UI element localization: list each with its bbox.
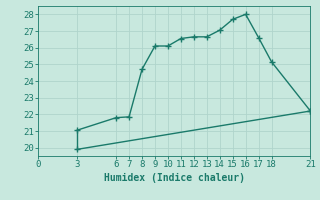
X-axis label: Humidex (Indice chaleur): Humidex (Indice chaleur) bbox=[104, 173, 245, 183]
